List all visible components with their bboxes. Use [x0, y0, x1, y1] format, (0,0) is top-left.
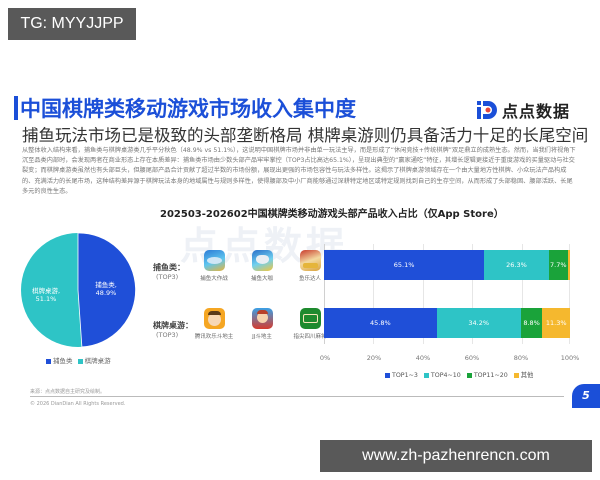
source-note: 来源：点点数据自主研究及绘制。 [30, 389, 106, 395]
x-tick-40: 40% [415, 354, 431, 362]
brand-logo: 点点数据 [476, 98, 570, 122]
bar-segment-other [567, 250, 570, 280]
gridline-80 [522, 244, 523, 344]
app-name: 捕鱼大咖 [250, 276, 273, 282]
jj-character-icon [251, 308, 273, 329]
url-watermark-badge: www.zh-pazhenrencn.com [320, 440, 592, 472]
pie-label-buyu-value: 48.9% [95, 289, 117, 297]
y-axis-line [324, 244, 325, 344]
category-label-buyu: 捕鱼类： [153, 263, 185, 272]
page-subtitle: 捕鱼玩法市场已是极致的头部垄断格局 棋牌桌游则仍具备活力十足的长尾空间 [22, 126, 589, 145]
chart-title: 202503-202602中国棋牌类移动游戏头部产品收入占比（仅App Stor… [160, 209, 504, 220]
bar-legend: TOP1~3 TOP4~10 TOP11~20 其他 [385, 370, 537, 379]
legend-label-other: 其他 [520, 372, 534, 379]
pie-label-buyu-name: 捕鱼类, [95, 281, 117, 289]
bar-segment-top4-10: 26.3% [484, 250, 549, 280]
app-name: JJ斗地主 [252, 334, 272, 340]
logo-text: 点点数据 [502, 102, 571, 121]
x-tick-60: 60% [464, 354, 480, 362]
category-sub-qipai: (TOP3) [156, 331, 179, 339]
bar-segment-top4-10: 34.2% [436, 308, 521, 338]
shark-game-icon [251, 250, 273, 271]
legend-swatch-other [513, 372, 519, 378]
app-buyu-dazuozhan: 捕鱼大作战 [194, 250, 234, 282]
gridline-20 [373, 244, 374, 344]
x-tick-100: 100% [560, 354, 580, 362]
mahjong-icon [299, 308, 321, 329]
pie-label-qipai: 棋牌桌游, 51.1% [26, 287, 66, 303]
category-label-qipai: 棋牌桌游： [153, 321, 193, 330]
legend-swatch-top4-10 [423, 372, 429, 378]
legend-swatch-top1-3 [385, 372, 390, 378]
page-number-tab: 5 [572, 384, 600, 408]
pie-slice-buyu [77, 232, 136, 348]
app-name: 指尖四川麻将 [293, 334, 327, 340]
legend-label-top11-20: TOP11~20 [473, 372, 508, 379]
legend-label-qipai: 棋牌桌游 [84, 357, 111, 365]
analysis-paragraph: 从整体收入结构来看，捕鱼类与棋牌桌游类几乎平分秋色（48.9% vs 51.1%… [22, 147, 576, 195]
fish-game-icon [203, 250, 225, 271]
legend-label-buyu: 捕鱼类 [53, 357, 73, 365]
app-jj-doudizhu: JJ斗地主 [242, 308, 282, 340]
app-name: 腾讯欢乐斗地主 [194, 334, 234, 340]
pie-label-buyu: 捕鱼类, 48.9% [88, 281, 124, 297]
doudizhu-character-icon [203, 308, 225, 329]
bar-segment-top1-3: 65.1% [324, 250, 485, 280]
x-tick-0: 0% [319, 354, 331, 362]
tg-watermark-badge: TG: MYYJJPP [8, 8, 136, 40]
footer-divider [30, 396, 564, 397]
gridline-40 [423, 244, 424, 344]
bar-segment-top11-20: 7.7% [548, 250, 568, 280]
gridline-100 [569, 244, 570, 344]
bar-segment-other: 11.3% [542, 308, 570, 338]
pie-legend: 捕鱼类 棋牌桌游 [46, 355, 111, 365]
fishing-boat-game-icon [299, 250, 321, 271]
legend-swatch-qipai [77, 358, 83, 364]
title-accent-bar [14, 96, 18, 120]
pie-chart: 捕鱼类, 48.9% 棋牌桌游, 51.1% [20, 232, 136, 348]
legend-swatch-top11-20 [466, 372, 472, 378]
x-tick-20: 20% [366, 354, 382, 362]
legend-label-top4-10: TOP4~10 [430, 372, 461, 379]
app-name: 捕鱼大作战 [200, 276, 228, 282]
legend-swatch-buyu [46, 358, 51, 364]
stacked-bar-chart: 65.1% 26.3% 7.7% 45.8% 34.2% 8.8% 11.3% [324, 244, 570, 344]
copyright-text: © 2026 DianDian All Rights Reserved. [30, 401, 126, 407]
app-tencent-doudizhu: 腾讯欢乐斗地主 [194, 308, 234, 340]
page-title: 中国棋牌类移动游戏市场收入集中度 [20, 97, 356, 121]
gridline-60 [472, 244, 473, 344]
x-tick-80: 80% [513, 354, 529, 362]
bar-row-buyu: 65.1% 26.3% 7.7% [324, 250, 570, 280]
app-zhijian-majiang: 指尖四川麻将 [290, 308, 330, 340]
app-name: 鱼乐达人 [298, 276, 321, 282]
app-buyu-daka: 捕鱼大咖 [242, 250, 282, 282]
legend-label-top1-3: TOP1~3 [392, 372, 418, 379]
pie-label-qipai-name: 棋牌桌游, [31, 287, 61, 295]
bar-segment-top1-3: 45.8% [324, 308, 437, 338]
diandian-logo-icon [476, 99, 498, 121]
category-sub-buyu: (TOP3) [156, 273, 179, 281]
bar-segment-top11-20: 8.8% [520, 308, 543, 338]
bar-row-qipai: 45.8% 34.2% 8.8% 11.3% [324, 308, 570, 338]
app-yule-daren: 鱼乐达人 [290, 250, 330, 282]
pie-label-qipai-value: 51.1% [35, 295, 57, 303]
